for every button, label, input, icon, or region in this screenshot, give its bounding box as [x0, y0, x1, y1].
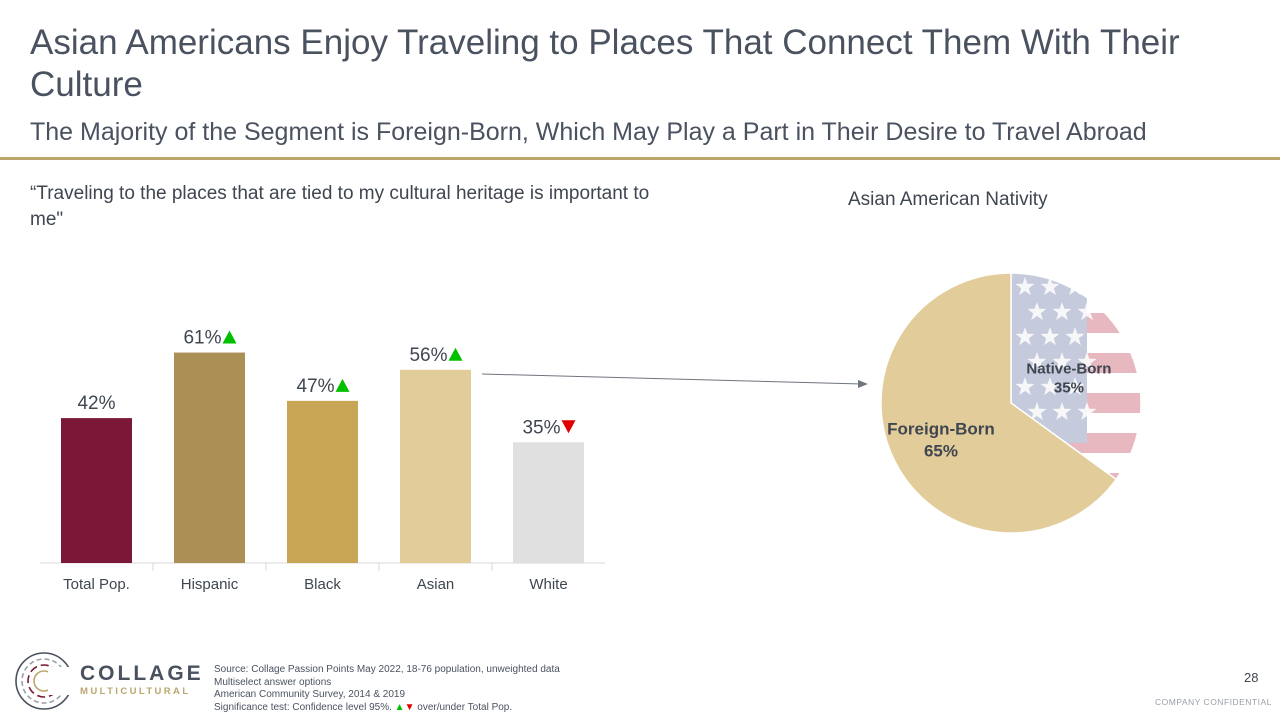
triangle-up-icon: ▲: [394, 701, 405, 713]
triangle-up-icon: [335, 378, 350, 392]
significance-suffix: over/under Total Pop.: [417, 701, 513, 713]
pie-chart: Native-Born 35% Foreign-Born 65%: [880, 272, 1142, 534]
bar-black: [287, 400, 358, 563]
x-tick-label: Total Pop.: [63, 576, 130, 593]
x-tick-label: White: [529, 576, 567, 593]
data-label: 42%: [77, 393, 115, 414]
x-tick-label: Asian: [417, 576, 455, 593]
connector-arrow: [481, 373, 863, 385]
significance-prefix: Significance test: Confidence level 95%.: [214, 701, 392, 713]
bar-chart-title: “Traveling to the places that are tied t…: [30, 183, 650, 230]
source-line: Multiselect answer options: [214, 676, 332, 688]
source-notes: Source: Collage Passion Points May 2022,…: [214, 664, 774, 714]
confidential-label: COMPANY CONFIDENTIAL: [1155, 697, 1272, 707]
pie-label-native-born: Native-Born: [1026, 360, 1111, 377]
data-label: 35%: [522, 417, 560, 438]
significance-note: Significance test: Confidence level 95%.…: [214, 702, 774, 715]
pie-value-native-born: 35%: [1054, 379, 1084, 396]
triangle-up-icon: [222, 330, 237, 344]
slide-subtitle: The Majority of the Segment is Foreign-B…: [30, 118, 1147, 146]
triangle-up-icon: [448, 347, 463, 361]
company-logo: [8, 645, 188, 717]
logo-wordmark: COLLAGE: [80, 662, 204, 685]
source-line: American Community Survey, 2014 & 2019: [214, 689, 406, 700]
bar-white: [513, 442, 584, 563]
connector-arrowhead: [858, 380, 868, 388]
data-label: 56%: [409, 345, 447, 366]
bar-hispanic: [174, 352, 245, 563]
x-tick-label: Black: [304, 576, 341, 593]
logo-mark-icon: [15, 652, 84, 710]
logo-tagline: MULTICULTURAL: [80, 686, 191, 697]
data-label: 47%: [296, 376, 334, 397]
bar-total-pop: [61, 418, 132, 563]
triangle-down-icon: ▼: [404, 701, 415, 713]
page-number: 28: [1244, 670, 1259, 685]
x-tick-label: Hispanic: [181, 576, 239, 593]
pie-slice-foreign-born: [880, 272, 1118, 534]
pie-label-foreign-born: Foreign-Born: [887, 420, 995, 439]
header-divider: [0, 157, 1280, 160]
bar-asian: [400, 369, 471, 563]
data-label: 61%: [183, 328, 221, 349]
pie-chart-title: Asian American Nativity: [848, 189, 1048, 210]
bar-chart: Total Pop. 42% Hispanic 61% Black 47% Asian 56%…: [40, 328, 605, 593]
slide-title: Asian Americans Enjoy Traveling to Place…: [30, 23, 1180, 104]
source-line: Source: Collage Passion Points May 2022,…: [214, 664, 560, 675]
triangle-down-icon: [561, 420, 576, 434]
charts-canvas: Total Pop. 42% Hispanic 61% Black 47% Asian 56%…: [40, 272, 1142, 593]
pie-value-foreign-born: 65%: [924, 442, 958, 461]
